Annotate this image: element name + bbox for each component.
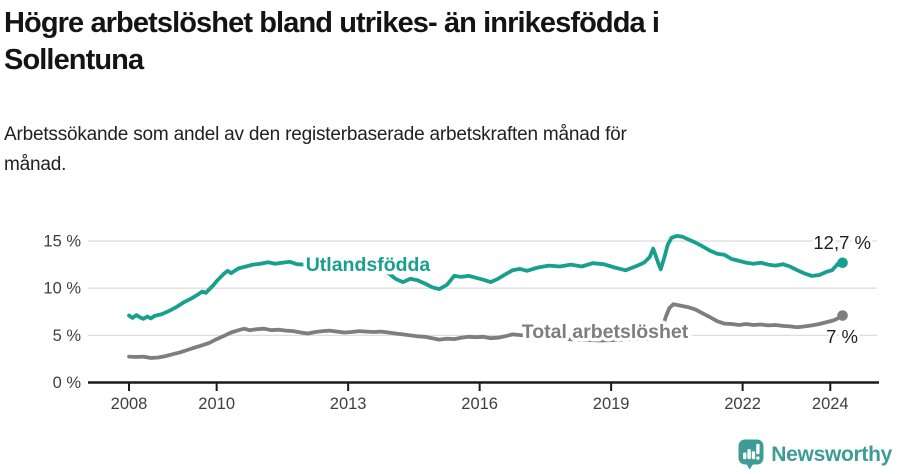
y-tick-label-10: 10 % (43, 280, 81, 298)
newsworthy-logo-text: Newsworthy (771, 442, 892, 466)
newsworthy-logo[interactable]: Newsworthy (738, 439, 892, 470)
page-title-line2: Sollentuna (4, 44, 144, 76)
x-tick-label-2010: 2010 (198, 395, 235, 413)
logo-bar-1 (743, 452, 747, 460)
y-tick-label-5: 5 % (53, 327, 82, 345)
logo-exclamation-bar (756, 443, 760, 455)
series-label-utlandsfodda: Utlandsfödda (306, 254, 431, 276)
x-tick-label-2008: 2008 (111, 395, 148, 413)
axis-group: 2008 2010 2013 2016 2019 2022 2024 (88, 381, 879, 413)
newsworthy-logo-icon (738, 439, 764, 470)
logo-bar-2 (747, 449, 752, 460)
gridlines-group: 0 % 5 % 10 % 15 % (43, 233, 877, 392)
y-tick-label-15: 15 % (43, 233, 81, 251)
series-label-total-arbetsloshet: Total arbetslöshet (522, 321, 689, 343)
page-subtitle-line2: månad. (4, 154, 67, 175)
page-subtitle-line1: Arbetssökande som andel av den registerb… (4, 124, 627, 145)
series-line-total-arbetsloshet (127, 302, 845, 360)
x-tick-label-2022: 2022 (724, 395, 761, 413)
logo-bar-3 (752, 451, 756, 460)
end-dot-total-arbetsloshet (837, 310, 848, 321)
series-group (127, 234, 848, 360)
end-value-label-total-arbetsloshet: 7 % (826, 326, 858, 347)
labels-group: Utlandsfödda Total arbetslöshet 12,7 % 7 % (302, 229, 874, 350)
page-title: Högre arbetslöshet bland utrikes- än inr… (4, 5, 890, 79)
x-tick-label-2016: 2016 (461, 395, 498, 413)
logo-exclamation-dot (756, 456, 760, 460)
series-line-utlandsfodda (127, 234, 845, 321)
end-dot-utlandsfodda (837, 257, 848, 269)
x-tick-label-2024: 2024 (812, 395, 849, 413)
x-tick-label-2019: 2019 (593, 395, 630, 413)
page-subtitle: Arbetssökande som andel av den registerb… (4, 120, 864, 180)
x-tick-label-2013: 2013 (330, 395, 367, 413)
y-tick-label-0: 0 % (53, 374, 82, 392)
end-value-label-utlandsfodda: 12,7 % (813, 232, 871, 253)
page-title-line1: Högre arbetslöshet bland utrikes- än inr… (4, 7, 660, 39)
